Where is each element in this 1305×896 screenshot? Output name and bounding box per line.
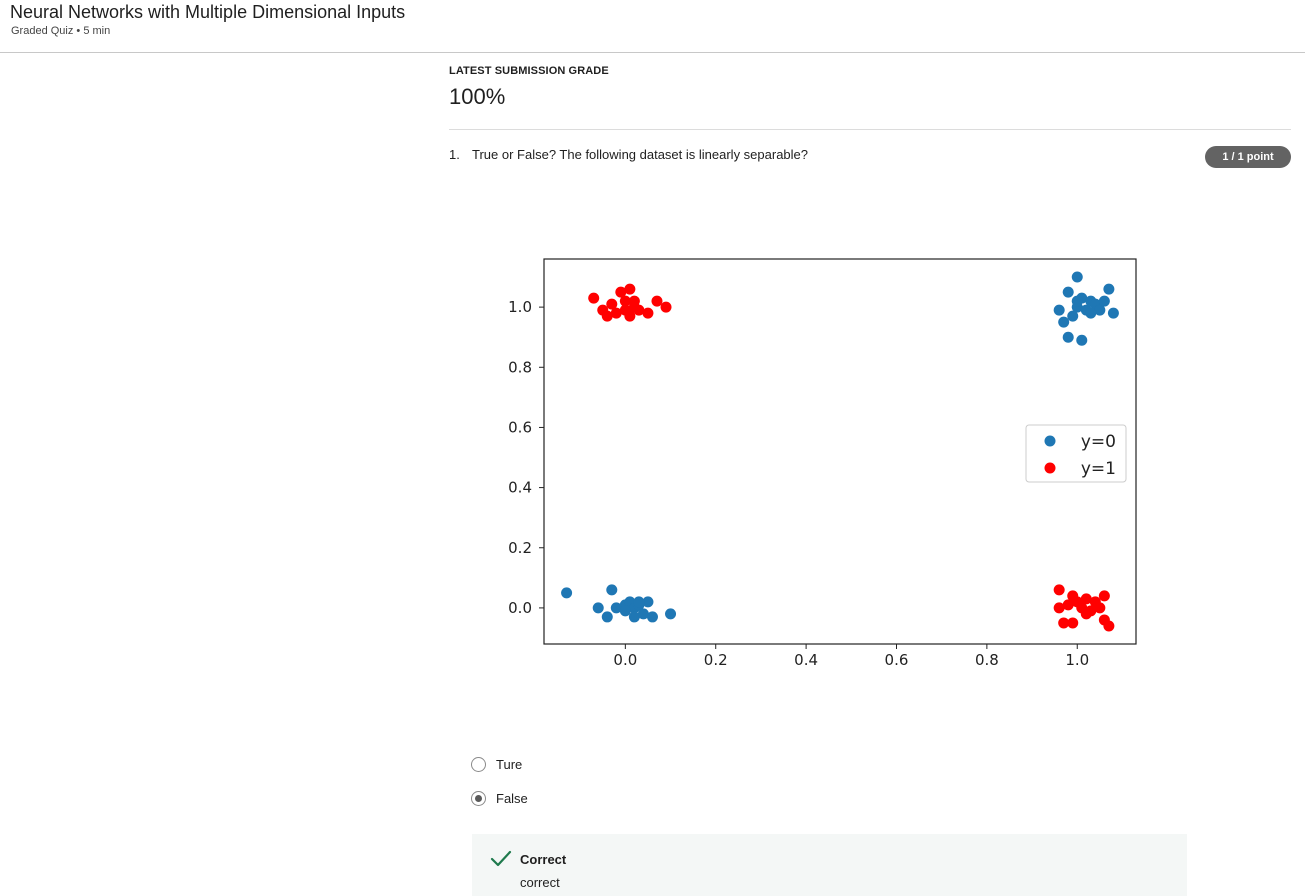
x-tick-label: 0.0 [613, 651, 637, 669]
legend-marker [1044, 435, 1056, 447]
point-series-1 [1103, 620, 1115, 632]
check-icon [490, 850, 512, 867]
x-tick-label: 0.2 [704, 651, 728, 669]
point-series-0 [637, 608, 649, 620]
question-number: 1. [449, 147, 460, 162]
point-series-1 [1094, 602, 1106, 614]
quiz-header: Neural Networks with Multiple Dimensiona… [0, 0, 1305, 53]
point-series-1 [1053, 584, 1065, 596]
legend-label: y=0 [1081, 432, 1116, 452]
legend-marker [1044, 462, 1056, 474]
option-false[interactable]: False [471, 791, 528, 806]
point-series-1 [651, 295, 663, 307]
x-tick-label: 0.8 [975, 651, 999, 669]
point-series-0 [1085, 307, 1097, 319]
x-tick-label: 1.0 [1065, 651, 1089, 669]
point-series-0 [601, 611, 613, 623]
point-series-0 [1053, 304, 1065, 316]
option-false-label: False [496, 791, 528, 806]
point-series-1 [588, 292, 600, 304]
ticks-layer: 0.0 0.2 0.4 0.6 0.8 1.0 0.0 0.2 0.4 0.6 0.8 1.0 [508, 298, 1089, 669]
y-tick-label: 0.6 [508, 418, 532, 436]
points-badge: 1 / 1 point [1205, 146, 1291, 168]
feedback-box: Correct correct [472, 834, 1187, 896]
point-series-0 [1071, 271, 1083, 283]
point-series-0 [619, 605, 631, 617]
points-layer [561, 271, 1119, 632]
point-series-0 [1098, 295, 1110, 307]
point-series-1 [1067, 617, 1079, 629]
point-series-0 [561, 587, 573, 599]
point-series-0 [1107, 307, 1119, 319]
point-series-0 [1071, 295, 1083, 307]
scatter-chart: 0.0 0.2 0.4 0.6 0.8 1.0 0.0 0.2 0.4 0.6 0.8 1.0 y=0… [490, 245, 1150, 685]
radio-false[interactable] [471, 791, 486, 806]
page-title: Neural Networks with Multiple Dimensiona… [10, 2, 406, 22]
y-tick-label: 0.0 [508, 599, 532, 617]
page-subtitle: Graded Quiz • 5 min [11, 25, 111, 37]
feedback-text: correct [520, 875, 560, 890]
point-series-1 [624, 310, 636, 322]
y-tick-label: 0.4 [508, 479, 532, 497]
point-series-1 [1058, 617, 1070, 629]
scatter-chart-svg: 0.0 0.2 0.4 0.6 0.8 1.0 0.0 0.2 0.4 0.6 0.8 1.0 y=0… [508, 258, 1137, 669]
point-series-0 [1062, 286, 1074, 298]
y-tick-label: 0.8 [508, 358, 532, 376]
point-series-1 [624, 283, 636, 295]
point-series-1 [1053, 602, 1065, 614]
option-true[interactable]: Ture [471, 757, 522, 772]
point-series-0 [610, 602, 622, 614]
point-series-1 [628, 301, 640, 313]
point-series-1 [642, 307, 654, 319]
point-series-1 [1080, 608, 1092, 620]
grade-label: LATEST SUBMISSION GRADE [449, 65, 609, 77]
question-text: True or False? The following dataset is … [472, 147, 809, 162]
y-tick-label: 1.0 [508, 298, 532, 316]
point-series-1 [610, 307, 622, 319]
point-series-0 [606, 584, 618, 596]
option-true-label: Ture [496, 757, 523, 772]
point-series-0 [1094, 304, 1106, 316]
y-tick-label: 0.2 [508, 539, 532, 557]
point-series-0 [665, 608, 677, 620]
point-series-1 [660, 301, 672, 313]
x-tick-label: 0.6 [885, 651, 909, 669]
point-series-1 [1080, 593, 1092, 605]
point-series-0 [592, 602, 604, 614]
grade-value: 100% [449, 84, 506, 109]
x-tick-label: 0.4 [794, 651, 818, 669]
legend-label: y=1 [1081, 459, 1116, 479]
point-series-1 [1062, 599, 1074, 611]
point-series-1 [601, 310, 613, 322]
point-series-0 [1067, 310, 1079, 322]
point-series-1 [1098, 590, 1110, 602]
point-series-1 [606, 298, 618, 310]
point-series-1 [619, 295, 631, 307]
point-series-0 [628, 611, 640, 623]
chart-legend: y=0y=1 [1025, 424, 1127, 483]
feedback-title: Correct [520, 852, 567, 867]
point-series-1 [615, 286, 627, 298]
point-series-0 [1103, 283, 1115, 295]
point-series-0 [633, 596, 645, 608]
point-series-0 [1076, 334, 1088, 346]
radio-true[interactable] [471, 757, 486, 772]
point-series-0 [1062, 331, 1074, 343]
point-series-0 [642, 596, 654, 608]
plot-frame [543, 258, 1137, 645]
point-series-0 [1058, 316, 1070, 328]
point-series-0 [646, 611, 658, 623]
divider [449, 129, 1291, 130]
